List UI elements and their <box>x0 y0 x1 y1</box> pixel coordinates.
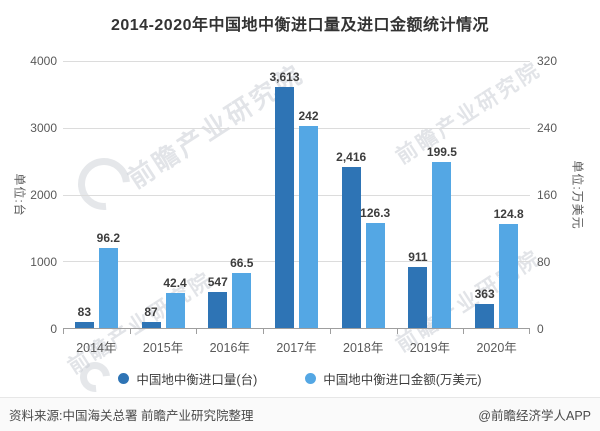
legend-label: 中国地中衡进口量(台) <box>136 373 258 387</box>
legend: 中国地中衡进口量(台) 中国地中衡进口金额(万美元) <box>0 369 600 388</box>
bar-value-label: 66.5 <box>230 255 254 270</box>
y-tick-right: 160 <box>537 188 558 202</box>
bar-slot: 66.5 <box>230 61 254 328</box>
gridline <box>63 194 530 196</box>
bar-volume <box>208 291 228 328</box>
bar-amount <box>165 292 185 328</box>
bar-slot: 911 <box>408 61 428 328</box>
right-axis-title: 单位:万美元 <box>570 160 585 230</box>
chart-title: 2014-2020年中国地中衡进口量及进口金额统计情况 <box>110 17 490 34</box>
bar-slot: 242 <box>298 61 319 328</box>
x-axis-tick <box>396 329 398 334</box>
bar-slot: 3,613 <box>269 61 300 328</box>
bar-value-label: 87 <box>144 305 158 320</box>
bar-value-label: 96.2 <box>96 230 121 245</box>
left-axis-title: 单位:台 <box>12 173 27 217</box>
gridline <box>63 261 530 263</box>
x-axis-label: 2016年 <box>209 341 250 355</box>
credit-note: @前瞻经济学人APP <box>478 409 591 423</box>
bar-value-label: 83 <box>77 305 92 320</box>
x-axis-tick <box>263 329 265 334</box>
bar-slot: 199.5 <box>427 61 457 328</box>
legend-label: 中国地中衡进口金额(万美元) <box>323 373 482 387</box>
plot-area: 83 96.2 87 42.4 547 66.5 3,613 242 2,416 126.3 911… <box>63 61 530 334</box>
bar-group: 83 96.2 <box>63 61 130 328</box>
bar-slot: 547 <box>207 61 228 328</box>
gridline <box>63 127 530 129</box>
y-tick-left: 4000 <box>30 54 57 68</box>
bar-slot: 2,416 <box>336 61 366 328</box>
bar-amount <box>499 223 519 328</box>
bar-slot: 96.2 <box>96 61 121 328</box>
bar-group: 911 199.5 <box>397 61 464 328</box>
legend-dot-icon <box>305 373 317 384</box>
y-tick-right: 0 <box>537 322 544 336</box>
y-tick-left: 3000 <box>30 121 57 135</box>
bar-value-label: 911 <box>408 250 428 265</box>
x-axis-label: 2018年 <box>343 341 384 355</box>
bar-volume <box>274 86 294 328</box>
legend-item: 中国地中衡进口量(台) <box>118 369 257 388</box>
bar-volume <box>408 267 428 328</box>
legend-item: 中国地中衡进口金额(万美元) <box>305 369 482 388</box>
y-tick-right: 320 <box>537 54 558 68</box>
x-axis-label: 2014年 <box>76 341 117 355</box>
bar-amount <box>298 126 318 328</box>
bar-value-label: 126.3 <box>360 205 391 220</box>
x-axis-tick <box>196 329 198 334</box>
bar-volume <box>74 322 94 328</box>
x-axis-label: 2017年 <box>276 341 317 355</box>
bar-amount <box>365 222 385 328</box>
bar-slot: 83 <box>74 61 94 328</box>
footer-bar: 资料来源:中国海关总署 前瞻产业研究院整理 @前瞻经济学人APP <box>0 397 600 431</box>
legend-dot-icon <box>118 373 130 384</box>
y-tick-left: 2000 <box>30 188 57 202</box>
bar-value-label: 547 <box>207 274 228 289</box>
bar-slot: 363 <box>474 61 495 328</box>
bar-amount <box>98 247 118 328</box>
x-axis-tick <box>63 329 64 334</box>
bar-value-label: 2,416 <box>336 149 367 164</box>
bar-value-label: 242 <box>298 109 319 124</box>
y-tick-right: 80 <box>537 255 551 269</box>
source-note: 资料来源:中国海关总署 前瞻产业研究院整理 <box>9 409 254 423</box>
x-axis-label: 2020年 <box>476 341 517 355</box>
x-axis-tick <box>129 329 131 334</box>
bar-volume <box>341 166 361 328</box>
bar-amount <box>432 161 452 328</box>
bar-amount <box>232 272 252 328</box>
bar-value-label: 363 <box>474 286 495 301</box>
bar-group: 87 42.4 <box>130 61 197 328</box>
bar-group: 547 66.5 <box>196 61 263 328</box>
bar-value-label: 42.4 <box>163 275 187 290</box>
y-tick-left: 1000 <box>30 255 57 269</box>
y-tick-left: 0 <box>50 322 57 336</box>
bar-volume <box>141 322 161 328</box>
bar-volume <box>475 303 495 328</box>
bar-slot: 87 <box>141 61 161 328</box>
bar-value-label: 3,613 <box>269 69 300 84</box>
y-tick-right: 240 <box>537 121 558 135</box>
bar-group: 2,416 126.3 <box>330 61 397 328</box>
gridline <box>63 61 530 62</box>
x-axis-tick <box>329 329 331 334</box>
bar-slot: 126.3 <box>360 61 390 328</box>
bar-group: 3,613 242 <box>263 61 330 328</box>
bar-group: 363 124.8 <box>463 61 530 328</box>
bar-value-label: 124.8 <box>493 206 524 221</box>
x-axis-tick <box>529 329 530 334</box>
x-axis-label: 2019年 <box>409 341 451 355</box>
bar-slot: 42.4 <box>163 61 187 328</box>
bar-value-label: 199.5 <box>426 144 457 159</box>
bar-slot: 124.8 <box>494 61 524 328</box>
x-axis-tick <box>463 329 465 334</box>
x-axis-label: 2015年 <box>142 341 184 355</box>
